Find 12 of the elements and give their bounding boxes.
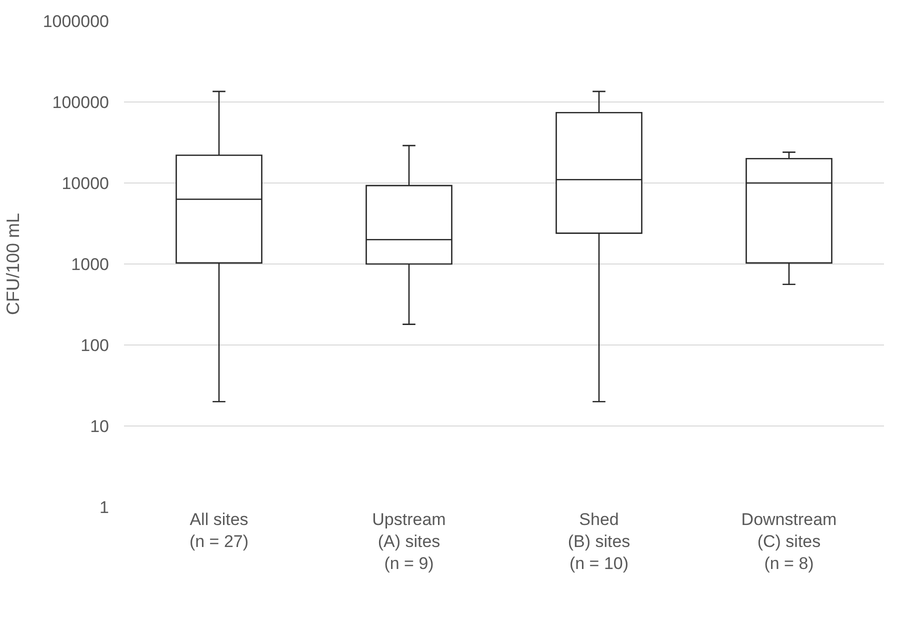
y-tick-label: 100 [80,336,109,355]
x-tick-label: Upstream (A) sites (n = 9) [372,510,446,574]
y-tick-label: 1 [100,498,109,517]
y-tick-label: 10 [90,416,109,436]
y-tick-label: 1000000 [42,12,109,31]
x-tick-label: Downstream (C) sites (n = 8) [741,510,837,574]
y-axis-title: CFU/100 mL [3,212,24,316]
y-tick-label: 1000 [71,254,109,274]
x-tick-label: Shed (B) sites (n = 10) [568,510,630,574]
y-tick-label: 100000 [52,92,109,112]
x-tick-label: All sites (n = 27) [189,510,249,552]
y-tick-label: 10000 [62,174,109,193]
